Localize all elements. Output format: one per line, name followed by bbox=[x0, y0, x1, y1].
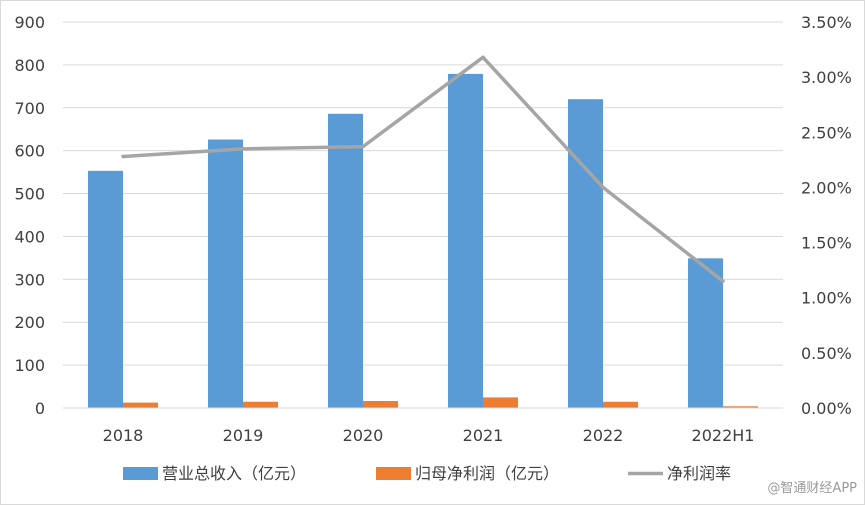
y-left-tick-label: 100 bbox=[14, 356, 45, 375]
legend-swatch bbox=[376, 467, 411, 480]
legend-label: 归母净利润（亿元） bbox=[415, 464, 559, 483]
revenue-bar bbox=[208, 139, 243, 408]
y-left-tick-label: 900 bbox=[14, 13, 45, 32]
net-profit-bar bbox=[483, 397, 518, 408]
y-right-tick-label: 2.50% bbox=[801, 123, 852, 142]
net-profit-bar bbox=[243, 401, 278, 408]
y-left-tick-label: 600 bbox=[14, 142, 45, 161]
right-axis-ticks: 0.00% 0.50% 1.00% 1.50% 2.00% 2.50% 3.00% 3.50% bbox=[801, 13, 852, 418]
y-right-tick-label: 0.50% bbox=[801, 344, 852, 363]
revenue-bar bbox=[568, 99, 603, 408]
y-right-tick-label: 0.00% bbox=[801, 399, 852, 418]
bars bbox=[88, 73, 758, 408]
y-left-tick-label: 400 bbox=[14, 227, 45, 246]
net-margin-point bbox=[481, 55, 485, 60]
y-left-tick-label: 800 bbox=[14, 56, 45, 75]
x-tick-label: 2022 bbox=[583, 426, 624, 445]
y-left-tick-label: 300 bbox=[14, 270, 45, 289]
y-left-tick-label: 200 bbox=[14, 313, 45, 332]
net-margin-polyline bbox=[122, 55, 725, 283]
y-right-tick-label: 3.50% bbox=[801, 13, 852, 32]
x-axis-ticks: 2018 2019 2020 2021 2022 2022H1 bbox=[63, 407, 783, 445]
revenue-bar bbox=[88, 170, 123, 408]
net-profit-bar bbox=[603, 401, 638, 408]
legend-label: 营业总收入（亿元） bbox=[162, 464, 306, 483]
net-margin-point bbox=[361, 144, 365, 149]
y-right-tick-label: 1.50% bbox=[801, 234, 852, 253]
x-tick-label: 2018 bbox=[103, 426, 144, 445]
net-profit-bar bbox=[723, 406, 758, 408]
net-profit-bar bbox=[123, 402, 158, 408]
x-tick-label: 2019 bbox=[223, 426, 264, 445]
net-profit-bar bbox=[363, 401, 398, 408]
left-axis-ticks: 0 100 200 300 400 500 600 700 800 900 bbox=[14, 13, 45, 418]
revenue-bar bbox=[448, 73, 483, 408]
net-margin-point bbox=[241, 147, 245, 151]
x-tick-label: 2022H1 bbox=[692, 426, 755, 445]
x-tick-label: 2020 bbox=[343, 426, 384, 445]
x-tick-label: 2021 bbox=[463, 426, 504, 445]
revenue-bar bbox=[688, 258, 723, 408]
watermark: @智通财经APP bbox=[767, 481, 857, 496]
y-left-tick-label: 700 bbox=[14, 99, 45, 118]
y-right-tick-label: 1.00% bbox=[801, 289, 852, 308]
net-margin-point bbox=[721, 279, 725, 283]
legend-swatch bbox=[123, 467, 158, 480]
legend-label: 净利润率 bbox=[667, 464, 731, 483]
legend: 营业总收入（亿元） 归母净利润（亿元） 净利润率 bbox=[123, 464, 731, 483]
y-right-tick-label: 2.00% bbox=[801, 178, 852, 197]
revenue-bar bbox=[328, 113, 363, 408]
y-left-tick-label: 500 bbox=[14, 185, 45, 204]
y-left-tick-label: 0 bbox=[35, 399, 45, 418]
net-margin-line bbox=[121, 55, 725, 283]
y-right-tick-label: 3.00% bbox=[801, 68, 852, 87]
net-margin-point bbox=[601, 185, 605, 190]
net-margin-point bbox=[121, 154, 125, 159]
